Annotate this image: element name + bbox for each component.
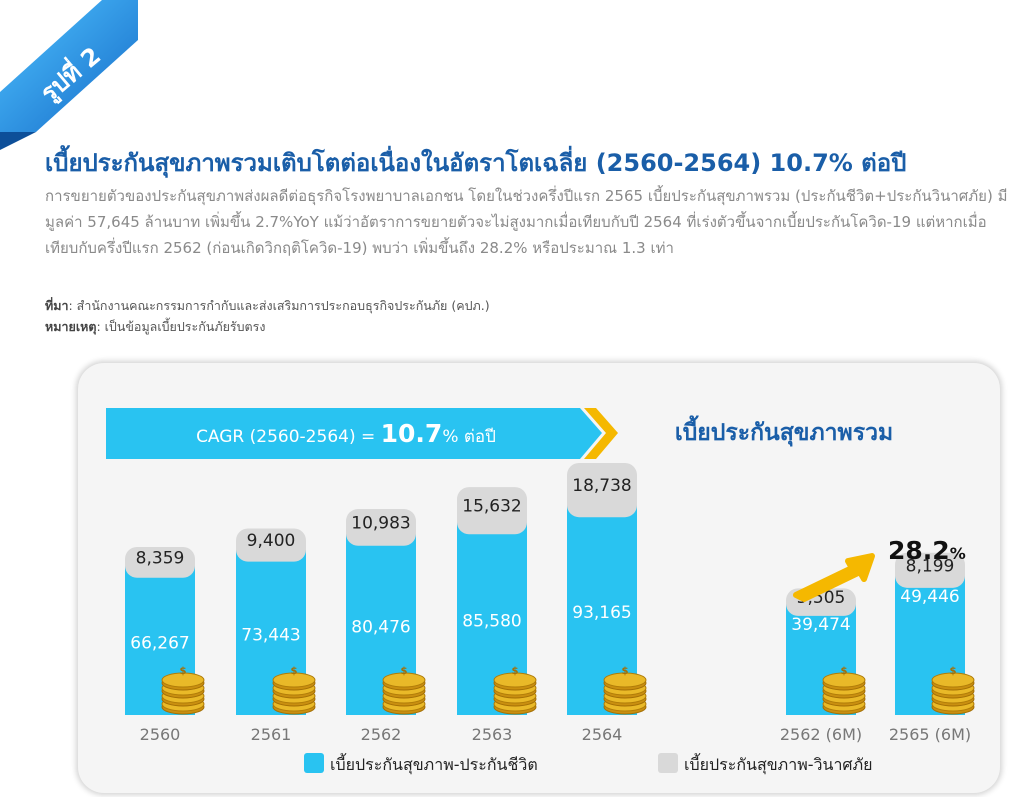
source-text: : สำนักงานคณะกรรมการกำกับและส่งเสริมการป… (68, 298, 490, 313)
bar-nonlife (236, 528, 306, 562)
svg-text:$: $ (841, 666, 848, 677)
bar-group: 9,400 73,443 $2561 (236, 528, 316, 744)
data-label-nonlife: 18,738 (572, 476, 631, 496)
bar-group: 15,632 85,580 $2563 (457, 487, 537, 744)
bar-group: 18,738 93,165 $2564 (567, 463, 647, 744)
data-label-life: 80,476 (351, 617, 410, 637)
chart-svg: CAGR (2560-2564) = 10.7% ต่อปีเบี้ยประกั… (106, 408, 975, 775)
x-tick-label: 2564 (582, 725, 623, 744)
svg-text:$: $ (622, 666, 629, 677)
page-title: เบี้ยประกันสุขภาพรวมเติบโตต่อเนื่องในอัต… (45, 149, 907, 177)
coin-stack-icon: $ (161, 666, 205, 715)
cagr-suffix: % ต่อปี (442, 427, 496, 447)
source-label: ที่มา (45, 298, 69, 313)
cagr-arrow-tip (584, 408, 618, 459)
svg-text:$: $ (950, 666, 957, 677)
x-tick-label: 2562 (361, 725, 402, 744)
x-tick-label: 2565 (6M) (889, 725, 971, 744)
data-label-nonlife: 15,632 (462, 497, 521, 517)
legend-swatch (304, 753, 324, 773)
data-label-nonlife: 9,400 (247, 531, 296, 551)
data-label-life: 85,580 (462, 612, 521, 632)
cagr-value: 10.7 (381, 419, 443, 448)
data-label-life: 73,443 (241, 625, 300, 645)
bar-nonlife (457, 487, 527, 535)
chart-title: เบี้ยประกันสุขภาพรวม (675, 415, 893, 447)
coin-stack-icon: $ (931, 666, 975, 715)
remark-note: หมายเหตุ: เป็นข้อมูลเบี้ยประกันภัยรับตรง (45, 317, 266, 337)
legend-item: เบี้ยประกันสุขภาพ-ประกันชีวิต (304, 753, 538, 775)
cagr-banner: CAGR (2560-2564) = 10.7% ต่อปี (106, 408, 618, 459)
bar-nonlife (567, 463, 637, 518)
legend-label: เบี้ยประกันสุขภาพ-ประกันชีวิต (330, 753, 538, 775)
x-tick-label: 2561 (251, 725, 292, 744)
source-note: ที่มา: สำนักงานคณะกรรมการกำกับและส่งเสริ… (45, 296, 490, 316)
bar-group: 8,359 66,267 $2560 (125, 546, 205, 744)
legend-label: เบี้ยประกันสุขภาพ-วินาศภัย (684, 753, 873, 775)
legend-item: เบี้ยประกันสุขภาพ-วินาศภัย (658, 753, 873, 775)
svg-text:$: $ (512, 666, 519, 677)
data-label-life: 39,474 (791, 615, 850, 635)
bar-nonlife (125, 546, 195, 578)
data-label-nonlife: 8,199 (906, 556, 955, 576)
coin-stack-icon: $ (382, 666, 426, 715)
badge-ribbon: รูปที่ 2 (0, 0, 138, 150)
cagr-arrow-shape (106, 408, 602, 459)
cagr-prefix: CAGR (2560-2564) = (196, 427, 381, 447)
chart-panel: CAGR (2560-2564) = 10.7% ต่อปีเบี้ยประกั… (78, 363, 1000, 793)
remark-text: : เป็นข้อมูลเบี้ยประกันภัยรับตรง (96, 319, 266, 334)
bar-group: 10,983 80,476 $2562 (346, 509, 426, 744)
x-tick-label: 2563 (472, 725, 513, 744)
growth-arrow-shape (793, 553, 875, 602)
growth-unit: % (950, 544, 966, 563)
bar-nonlife (346, 509, 416, 546)
growth-arrow: 28.2% (793, 536, 966, 602)
coin-stack-icon: $ (493, 666, 537, 715)
cagr-label: CAGR (2560-2564) = 10.7% ต่อปี (196, 419, 496, 448)
description-paragraph: การขยายตัวของประกันสุขภาพส่งผลดีต่อธุรกิ… (45, 187, 1008, 257)
data-label-life: 49,446 (900, 587, 959, 607)
growth-label: 28.2% (888, 536, 966, 565)
legend-swatch (658, 753, 678, 773)
data-label-life: 66,267 (130, 633, 189, 653)
data-label-nonlife: 10,983 (351, 513, 410, 533)
coin-stack-icon: $ (822, 666, 866, 715)
data-label-nonlife: 8,359 (136, 548, 185, 568)
coin-stack-icon: $ (272, 666, 316, 715)
x-tick-label: 2562 (6M) (780, 725, 862, 744)
svg-text:$: $ (291, 666, 298, 677)
bar-nonlife (895, 552, 965, 588)
bar-group: 8,199 49,446 $2565 (6M) (889, 552, 975, 744)
x-tick-label: 2560 (140, 725, 181, 744)
svg-text:$: $ (401, 666, 408, 677)
growth-value: 28.2 (888, 536, 950, 565)
remark-label: หมายเหตุ (45, 319, 97, 334)
data-label-life: 93,165 (572, 603, 631, 623)
svg-text:$: $ (180, 666, 187, 677)
coin-stack-icon: $ (603, 666, 647, 715)
legend: เบี้ยประกันสุขภาพ-ประกันชีวิต เบี้ยประกัน… (304, 753, 873, 775)
